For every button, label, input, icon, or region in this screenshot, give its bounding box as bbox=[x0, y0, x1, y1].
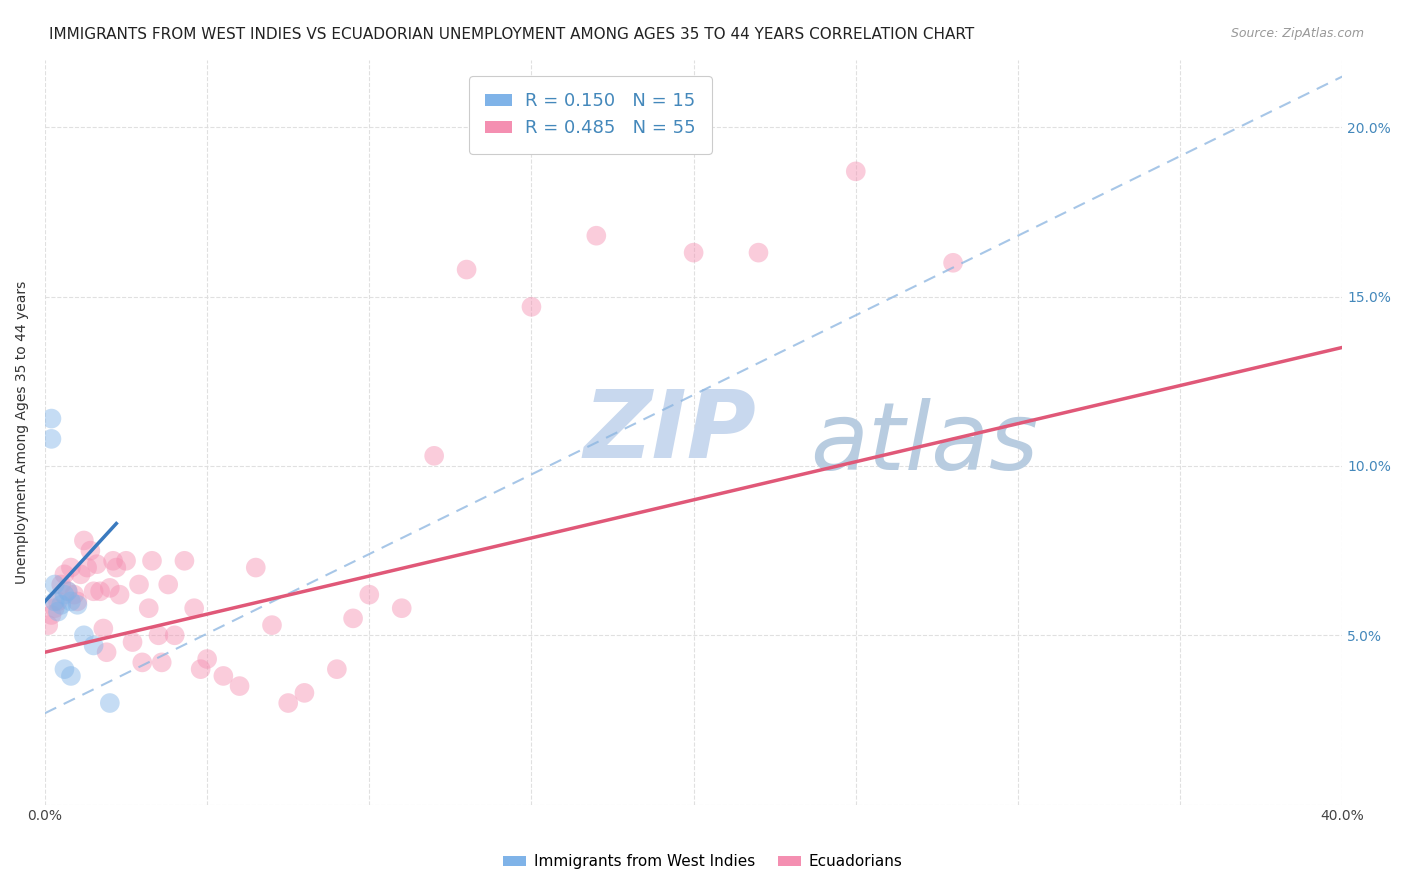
Point bbox=[747, 245, 769, 260]
Point bbox=[585, 228, 607, 243]
Point bbox=[46, 605, 69, 619]
Point bbox=[163, 628, 186, 642]
Point bbox=[86, 557, 108, 571]
Point bbox=[326, 662, 349, 676]
Point bbox=[228, 679, 250, 693]
Point bbox=[141, 554, 163, 568]
Point bbox=[96, 645, 118, 659]
Point bbox=[73, 533, 96, 548]
Point bbox=[342, 611, 364, 625]
Point bbox=[190, 662, 212, 676]
Point bbox=[69, 567, 91, 582]
Point bbox=[66, 594, 89, 608]
Point bbox=[98, 696, 121, 710]
Point bbox=[121, 635, 143, 649]
Point bbox=[41, 432, 63, 446]
Point bbox=[520, 300, 543, 314]
Point bbox=[260, 618, 283, 632]
Point bbox=[150, 656, 173, 670]
Point bbox=[682, 245, 704, 260]
Point bbox=[173, 554, 195, 568]
Point bbox=[53, 588, 76, 602]
Point bbox=[56, 584, 79, 599]
Point bbox=[245, 560, 267, 574]
Point bbox=[83, 639, 105, 653]
Point bbox=[79, 543, 101, 558]
Point bbox=[59, 594, 82, 608]
Point bbox=[108, 588, 131, 602]
Point bbox=[101, 554, 124, 568]
Point bbox=[359, 588, 381, 602]
Point bbox=[845, 164, 868, 178]
Point bbox=[66, 598, 89, 612]
Point bbox=[53, 567, 76, 582]
Point bbox=[391, 601, 413, 615]
Point bbox=[89, 584, 111, 599]
Point bbox=[41, 607, 63, 622]
Point bbox=[98, 581, 121, 595]
Point bbox=[53, 662, 76, 676]
Point bbox=[56, 584, 79, 599]
Point bbox=[44, 577, 66, 591]
Point bbox=[423, 449, 446, 463]
Point bbox=[44, 594, 66, 608]
Text: ZIP: ZIP bbox=[583, 386, 756, 478]
Point bbox=[76, 560, 98, 574]
Point bbox=[128, 577, 150, 591]
Y-axis label: Unemployment Among Ages 35 to 44 years: Unemployment Among Ages 35 to 44 years bbox=[15, 280, 30, 583]
Text: Source: ZipAtlas.com: Source: ZipAtlas.com bbox=[1230, 27, 1364, 40]
Text: atlas: atlas bbox=[810, 398, 1039, 489]
Point bbox=[44, 601, 66, 615]
Point bbox=[73, 628, 96, 642]
Point bbox=[59, 560, 82, 574]
Point bbox=[46, 594, 69, 608]
Point bbox=[183, 601, 205, 615]
Point bbox=[942, 256, 965, 270]
Text: IMMIGRANTS FROM WEST INDIES VS ECUADORIAN UNEMPLOYMENT AMONG AGES 35 TO 44 YEARS: IMMIGRANTS FROM WEST INDIES VS ECUADORIA… bbox=[49, 27, 974, 42]
Point bbox=[51, 598, 73, 612]
Point bbox=[51, 577, 73, 591]
Legend: R = 0.150   N = 15, R = 0.485   N = 55: R = 0.150 N = 15, R = 0.485 N = 55 bbox=[470, 76, 711, 153]
Point bbox=[115, 554, 138, 568]
Legend: Immigrants from West Indies, Ecuadorians: Immigrants from West Indies, Ecuadorians bbox=[498, 848, 908, 875]
Point bbox=[195, 652, 218, 666]
Point bbox=[59, 669, 82, 683]
Point bbox=[157, 577, 180, 591]
Point bbox=[294, 686, 316, 700]
Point bbox=[37, 618, 59, 632]
Point bbox=[41, 411, 63, 425]
Point bbox=[83, 584, 105, 599]
Point bbox=[93, 622, 115, 636]
Point bbox=[105, 560, 128, 574]
Point bbox=[63, 588, 86, 602]
Point bbox=[148, 628, 170, 642]
Point bbox=[212, 669, 235, 683]
Point bbox=[456, 262, 478, 277]
Point bbox=[138, 601, 160, 615]
Point bbox=[131, 656, 153, 670]
Point bbox=[277, 696, 299, 710]
